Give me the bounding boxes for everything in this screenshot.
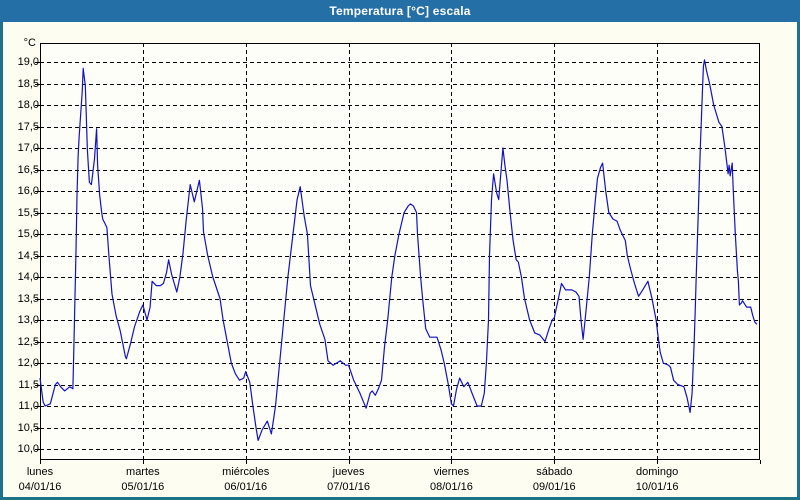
plot-svg <box>35 43 761 464</box>
x-day-name: sábado <box>536 466 573 478</box>
y-tick-label: 13,5 <box>17 292 39 305</box>
x-day-name: viernes <box>433 466 470 478</box>
temperature-line <box>39 59 758 441</box>
y-tick-label: 10,0 <box>17 443 39 455</box>
x-day-date: 10/01/16 <box>635 481 679 493</box>
y-tick-label: 17,0 <box>17 142 39 154</box>
y-tick-label: 16,0 <box>17 185 39 197</box>
y-tick-label: 14,5 <box>17 249 39 262</box>
x-day-date: 08/01/16 <box>430 481 473 493</box>
y-tick-label: 15,0 <box>17 228 39 240</box>
y-tick-label: 11,5 <box>18 378 39 391</box>
chart-canvas: °C 19,0 18,5 18,0 17,5 17,0 16,5 16,0 15,5 15,0 1… <box>3 22 797 497</box>
y-tick-label: 18,5 <box>17 77 39 90</box>
y-tick-label: 13,0 <box>17 314 39 326</box>
x-day-label: viernes 08/01/16 <box>406 465 496 495</box>
y-tick-label: 12,5 <box>17 335 39 348</box>
x-day-name: miércoles <box>222 466 270 478</box>
y-tick-label: 15,5 <box>17 206 39 219</box>
x-day-label: lunes 04/01/16 <box>0 465 85 495</box>
x-day-name: lunes <box>26 466 54 478</box>
x-day-name: jueves <box>332 466 365 478</box>
x-day-date: 04/01/16 <box>18 481 62 493</box>
y-tick-label: 16,5 <box>17 163 39 176</box>
x-day-label: jueves 07/01/16 <box>304 465 394 495</box>
y-axis-unit-label: °C <box>23 37 36 49</box>
x-day-label: domingo 10/01/16 <box>612 465 702 495</box>
y-tick-label: 18,0 <box>17 99 39 111</box>
y-tick-label: 10,5 <box>17 421 39 434</box>
y-tick-label: 12,0 <box>17 357 39 369</box>
y-tick-label: 11,0 <box>18 400 39 412</box>
x-day-date: 09/01/16 <box>532 481 576 493</box>
plot-area <box>35 43 761 464</box>
x-day-name: martes <box>126 466 160 478</box>
window-title: Temperatura [°C] escala <box>329 4 471 18</box>
y-tick-label: 14,0 <box>17 271 39 283</box>
y-tick-label: 17,5 <box>17 120 39 133</box>
x-day-label: sábado 09/01/16 <box>509 465 599 495</box>
x-day-date: 06/01/16 <box>224 481 268 493</box>
x-day-label: miércoles 06/01/16 <box>201 465 291 495</box>
y-tick-label: 19,0 <box>17 56 39 68</box>
window-titlebar[interactable]: Temperatura [°C] escala <box>0 0 800 22</box>
x-day-date: 07/01/16 <box>327 481 370 493</box>
x-day-name: domingo <box>636 466 679 478</box>
x-day-date: 05/01/16 <box>121 481 165 493</box>
x-day-label: martes 05/01/16 <box>98 465 188 495</box>
